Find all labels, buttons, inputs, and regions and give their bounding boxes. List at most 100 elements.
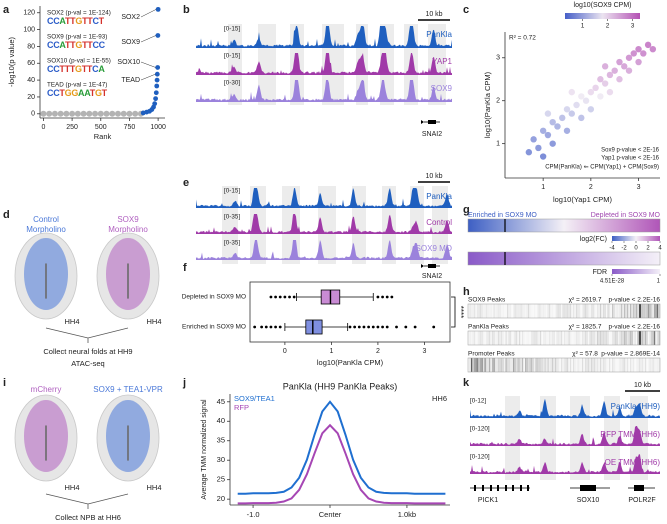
gene-label: PICK1 (478, 497, 498, 504)
heatmap-stripe (559, 331, 561, 345)
heatmap-stripe (491, 331, 492, 345)
heatmap-stripe (520, 358, 522, 372)
heatmap-stripe (602, 358, 603, 372)
heatmap-stripe (590, 304, 591, 318)
heatmap-stripe (563, 331, 564, 345)
heatmap-stripe (589, 358, 591, 372)
heatmap-stripe (597, 304, 599, 318)
panel-letter: a (3, 4, 10, 16)
heatmap-stripe (635, 358, 636, 372)
x-tick-label: 3 (637, 184, 641, 191)
heatmap-stripe (546, 358, 548, 372)
x-tick-label: 1.0kb (398, 510, 416, 519)
condition-title: mCherry (31, 385, 62, 394)
heatmap-stripe (510, 358, 512, 372)
heatmap-stripe (598, 304, 600, 318)
point (74, 110, 81, 117)
heatmap-stripe (588, 358, 590, 372)
heatmap-stripe (560, 358, 561, 372)
heatmap-stripe (516, 304, 518, 318)
point (616, 76, 623, 83)
heatmap-stripe (532, 358, 534, 372)
heatmap-stripe (537, 358, 539, 372)
x-tick-label: 0 (283, 348, 287, 355)
heatmap-stripe (602, 304, 603, 318)
heatmap-stripe (622, 304, 624, 318)
x-axis-label: Rank (94, 132, 112, 141)
heatmap-stripe (528, 331, 529, 345)
heatmap-stripe (542, 331, 543, 345)
point (587, 106, 595, 113)
motif-base: C (47, 88, 54, 98)
heatmap-stripe (541, 358, 543, 372)
gene-label: SOX10 (577, 497, 600, 504)
heatmap-stripe (573, 304, 575, 318)
heatmap-stripe (592, 358, 594, 372)
motif-base: C (99, 40, 106, 50)
heatmap-stripe (617, 358, 618, 372)
point (155, 65, 161, 70)
heatmap-stripe (514, 304, 516, 318)
heatmap-stripe (502, 331, 504, 345)
heatmap-stripe (621, 304, 623, 318)
heatmap-stripe (544, 331, 546, 345)
heatmap-stripe (552, 304, 553, 318)
point (153, 96, 158, 102)
heatmap-stripe (525, 331, 526, 345)
heatmap-stripe (471, 358, 473, 372)
point (563, 106, 571, 113)
gene-arrow (421, 264, 424, 268)
significance-bracket (451, 296, 456, 328)
heatmap-stripe (636, 331, 637, 345)
point-label: SOX9 (121, 39, 140, 46)
motif-base: G (65, 88, 72, 98)
heatmap-stripe (579, 304, 581, 318)
heatmap-stripe (637, 358, 639, 372)
heatmap-stripe (657, 358, 658, 372)
heatmap-stripe (477, 304, 479, 318)
track-range: [0-12] (470, 398, 486, 405)
heatmap-stripe (575, 304, 576, 318)
heatmap-stripe (636, 304, 638, 318)
heatmap-stripe (502, 358, 504, 372)
heatmap-stripe (570, 358, 572, 372)
y-axis-label: log10(PanKla CPM) (483, 71, 492, 138)
heatmap-stripe (535, 331, 537, 345)
heatmap-stripe (480, 331, 482, 345)
motif-base: T (70, 64, 76, 74)
annotation: Yap1 p-value < 2E-16 (601, 156, 659, 162)
heatmap-stripe (548, 331, 549, 345)
peak-region (228, 24, 242, 105)
heatmap-stripe (539, 331, 540, 345)
colorbar (565, 13, 640, 19)
heatmap-stripe (655, 331, 657, 345)
heatmap-stripe (615, 331, 617, 345)
heatmap-stripe (643, 331, 645, 345)
heatmap-stripe (528, 358, 530, 372)
heatmap-stripe (541, 304, 543, 318)
motif-base: T (65, 64, 71, 74)
colorbar-tick-label: 2 (606, 23, 610, 30)
colorbar-tick-label: 4 (658, 246, 662, 252)
point (630, 50, 637, 57)
heatmap-stripe (517, 304, 519, 318)
point (103, 110, 110, 117)
heatmap-stripe (490, 304, 492, 318)
heatmap-bg (468, 304, 660, 318)
heatmap-stripe (615, 304, 616, 318)
heatmap-stripe (586, 304, 588, 318)
protocol-step: ATAC-seq (71, 359, 104, 368)
motif-base: T (82, 64, 88, 74)
scale-bar-label: 10 kb (634, 382, 651, 389)
heatmap-stripe (481, 304, 483, 318)
heatmap-stripe (561, 304, 562, 318)
point (155, 6, 161, 12)
colorbar-tick-label: 4.51E-28 (600, 279, 625, 285)
heatmap-stripe (612, 358, 614, 372)
heatmap-stripe (628, 304, 630, 318)
x-axis-label: log10(Yap1 CPM) (553, 195, 613, 204)
heatmap-stripe (553, 331, 555, 345)
y-tick-label: 100 (23, 26, 35, 33)
signal-track (196, 80, 452, 102)
